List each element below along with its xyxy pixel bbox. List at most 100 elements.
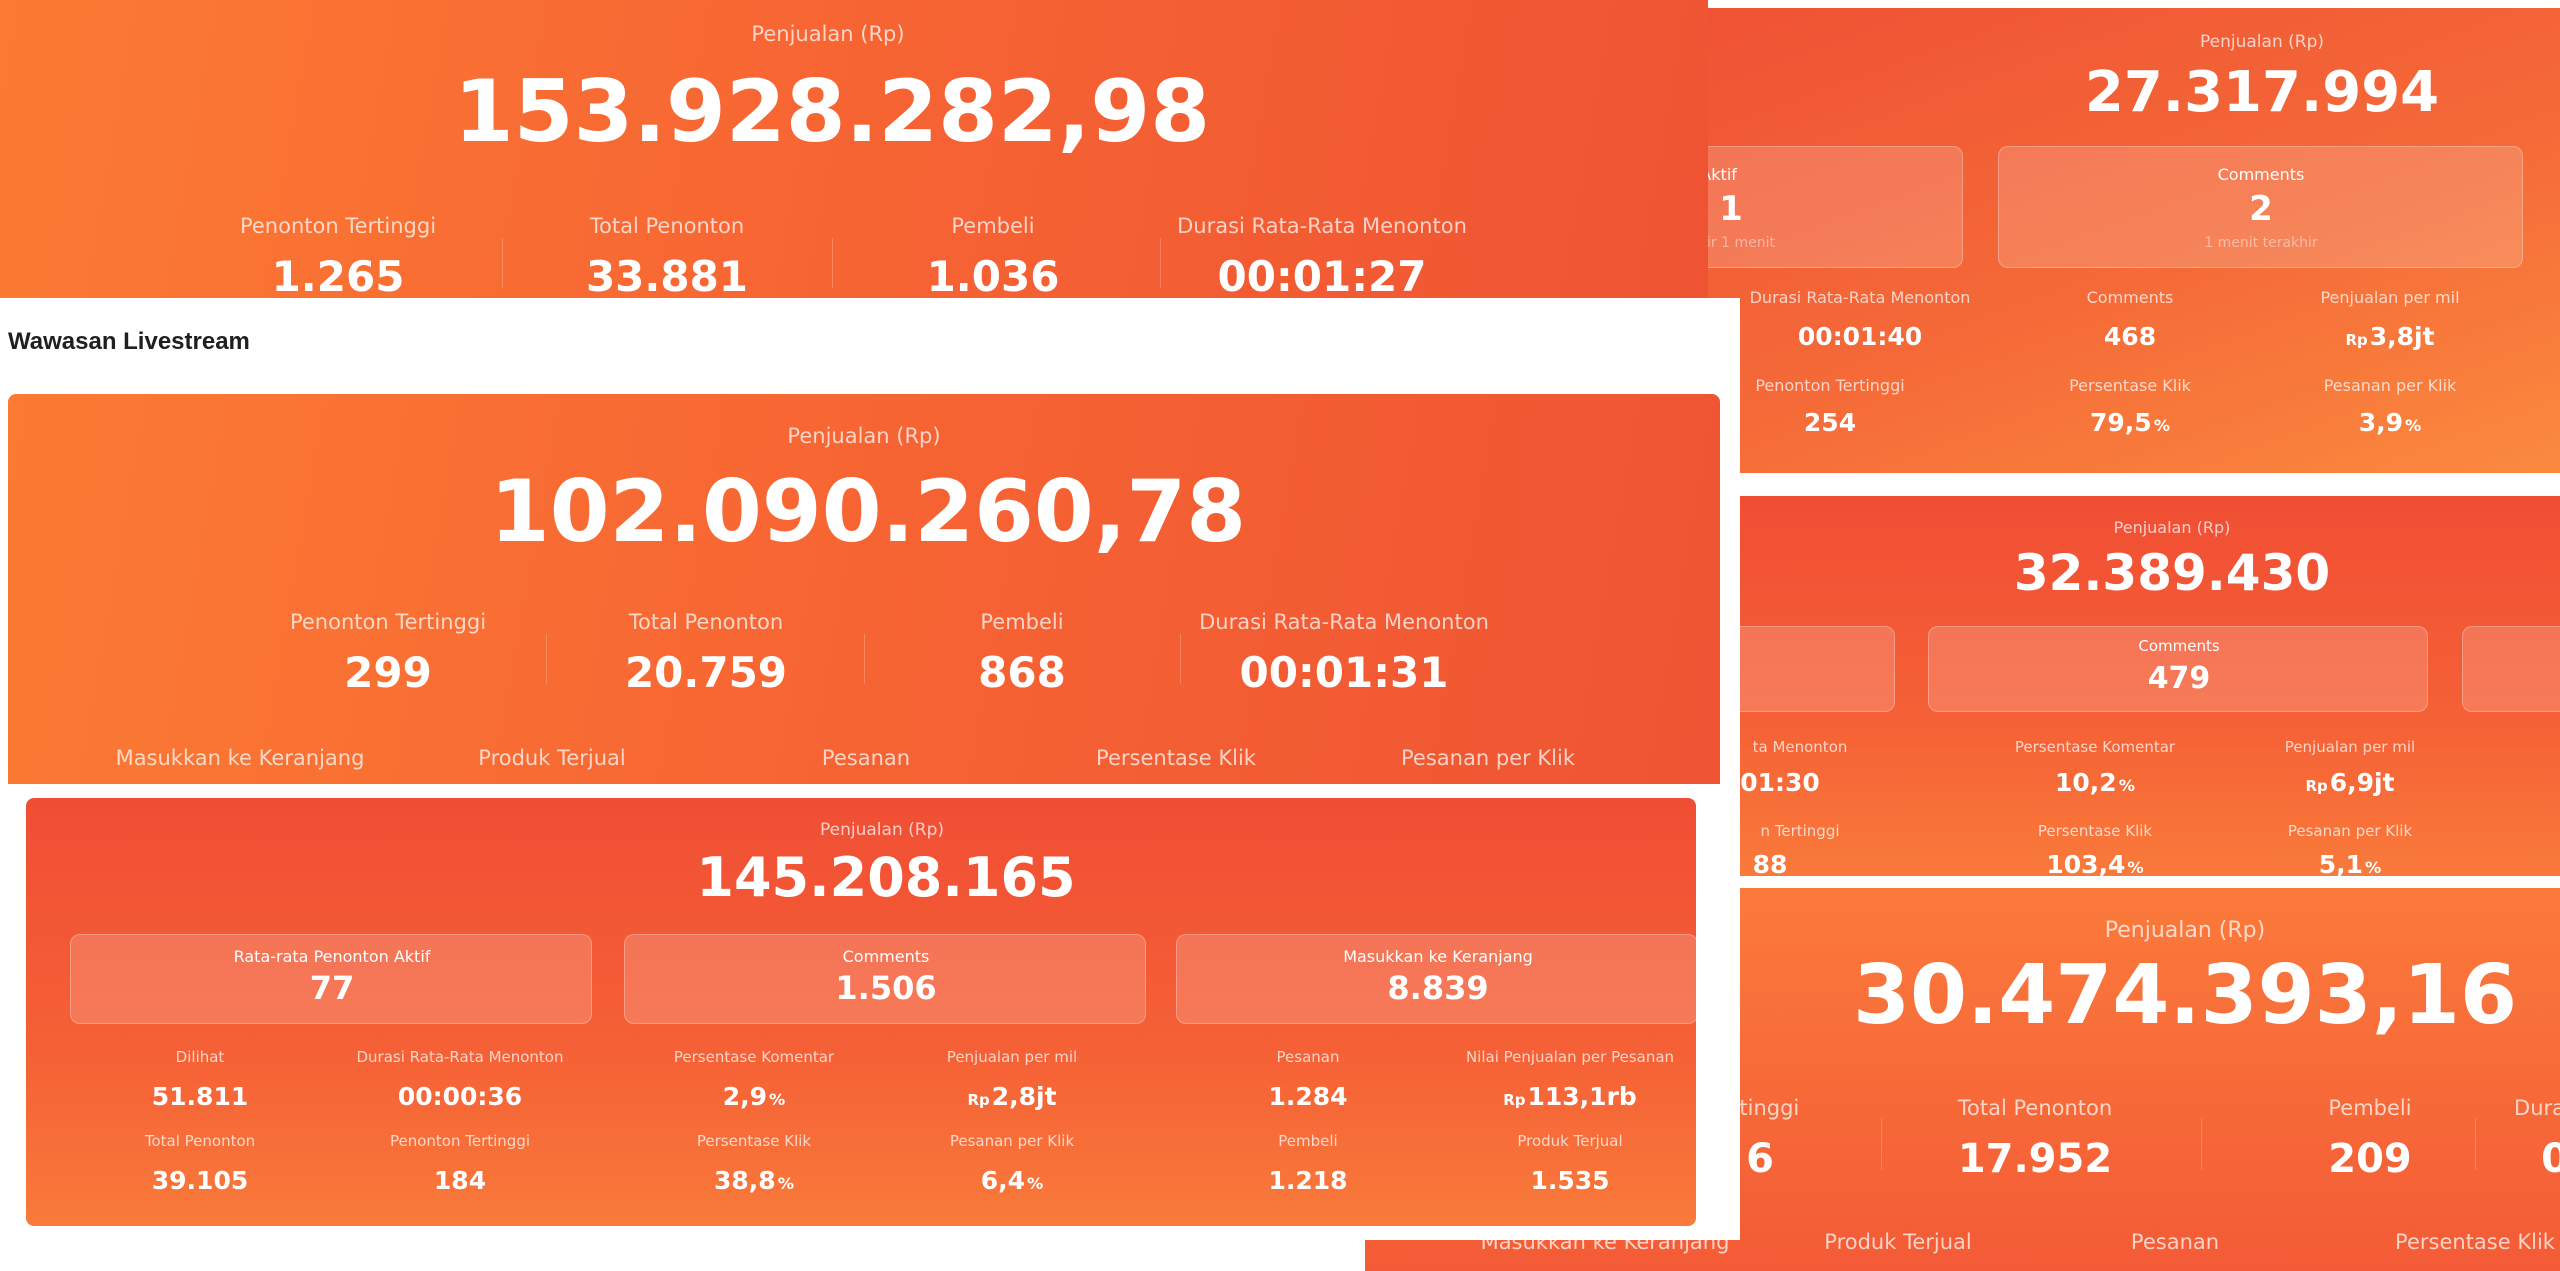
stat-value: 184: [433, 1166, 487, 1195]
stat-card-comments: Comments 1.506: [624, 934, 1146, 1024]
stat-value: 1.036: [926, 252, 1060, 298]
stat-card-value: 8.839: [1387, 969, 1489, 1007]
stats-panel-2: Penjualan (Rp) 102.090.260,78 Penonton T…: [8, 394, 1720, 784]
stat-value: 1.265: [271, 252, 405, 298]
stat-value: 17.952: [1957, 1136, 2113, 1182]
stat-value: 01:30: [1740, 768, 1820, 797]
stat-value: 468: [2103, 322, 2157, 351]
stat-value: 00:01:27: [1217, 252, 1427, 298]
stat-card-label: Comments: [2138, 637, 2220, 655]
stat-label: Pesanan per Klik: [2287, 822, 2413, 840]
unit: %: [769, 1090, 786, 1109]
value-text: 10,2: [2055, 768, 2117, 797]
stat-label: Penonton Tertinggi: [289, 610, 487, 634]
stat-card-comments: Comments 2 1 menit terakhir: [1998, 146, 2523, 268]
stat-label: Nilai Penjualan per Pesanan: [1465, 1048, 1675, 1066]
stat-value: Rp6,9jt: [2305, 768, 2394, 797]
bottom-label: Pesanan: [2130, 1230, 2220, 1254]
sales-label: Penjualan (Rp): [2200, 32, 2324, 52]
stat-value: 209: [2328, 1136, 2412, 1182]
stat-label: Total Penonton: [589, 214, 745, 238]
stat-value: 103,4%: [2046, 850, 2143, 876]
currency-prefix: Rp: [2305, 777, 2328, 795]
stat-card-value: 1: [1719, 189, 1743, 229]
stat-label: Penonton Tertinggi: [389, 1132, 531, 1150]
separator: [832, 238, 833, 288]
stat-label: Pesanan: [1276, 1048, 1340, 1066]
stat-label: Persentase Klik: [2069, 376, 2191, 395]
stat-card-value: 2: [2249, 189, 2273, 229]
bottom-label: Persentase Klik: [2395, 1230, 2555, 1254]
bottom-label: Produk Terjual: [1824, 1230, 1972, 1254]
stat-value: 00:01:40: [1797, 322, 1923, 351]
stat-value: 1.218: [1268, 1166, 1348, 1195]
stats-panel-4: Penjualan (Rp) 27.317.994 n Aktif 1 ir 1…: [1700, 8, 2560, 473]
stat-value: 868: [978, 648, 1066, 697]
stat-card-label: Masukkan ke Keranjang: [1343, 947, 1533, 966]
bottom-label: Persentase Klik: [1096, 746, 1256, 770]
stats-panel-3: Penjualan (Rp) 145.208.165 Rata-rata Pen…: [26, 798, 1696, 1226]
stat-value: 38,8%: [714, 1166, 794, 1195]
stat-value: 3,9%: [2359, 408, 2422, 437]
value-text: 79,5: [2090, 408, 2152, 437]
stat-value: 33.881: [585, 252, 749, 298]
stat-card-label: Comments: [842, 947, 930, 966]
stat-card-value: 1.506: [835, 969, 937, 1007]
sales-value: 153.928.282,98: [453, 62, 1211, 162]
stat-card-subtitle: ir 1 menit: [1707, 235, 1775, 251]
stats-panel-1: Penjualan (Rp) 153.928.282,98 Penonton T…: [0, 0, 1708, 298]
sales-value: 32.389.430: [2013, 544, 2331, 602]
stat-label: Total Penonton: [1957, 1096, 2113, 1120]
stat-label: Pembeli: [980, 610, 1064, 634]
stat-label: Durasi Rata-Rata Menonton: [356, 1048, 564, 1066]
stat-card-active-viewers: n Aktif 1 ir 1 menit: [1700, 146, 1963, 268]
sales-label: Penjualan (Rp): [2113, 518, 2231, 537]
unit: %: [777, 1174, 794, 1193]
stat-value: 1.535: [1530, 1166, 1610, 1195]
unit: %: [1027, 1174, 1044, 1193]
stat-label: Pembeli: [2328, 1096, 2412, 1120]
unit: %: [2153, 416, 2170, 435]
stat-card-value: 77: [309, 969, 355, 1007]
sales-value: 27.317.994: [2084, 60, 2440, 125]
stat-label: Penjualan per mil: [2284, 738, 2416, 756]
stat-card-label: n Aktif: [1700, 165, 1737, 184]
stat-value: 51.811: [151, 1082, 249, 1111]
sales-value: 30.474.393,16: [1852, 948, 2518, 1043]
separator: [2475, 1118, 2476, 1170]
currency-prefix: Rp: [2345, 331, 2368, 349]
stat-card-value: 479: [2147, 661, 2211, 696]
stat-label: rtinggi: [1730, 1096, 1800, 1120]
stat-label: Penonton Tertinggi: [1755, 376, 1905, 395]
stat-label: Penonton Tertinggi: [239, 214, 437, 238]
stat-value: 39.105: [151, 1166, 249, 1195]
stats-panel-5: Penjualan (Rp) 32.389.430 Comments 479 t…: [1700, 496, 2560, 876]
section-title: Wawasan Livestream: [8, 328, 250, 355]
stat-label: Total Penonton: [144, 1132, 256, 1150]
stat-value: 0: [2541, 1136, 2560, 1182]
stat-label: Pembeli: [1278, 1132, 1338, 1150]
value-text: 2,8jt: [991, 1082, 1057, 1111]
value-text: 2,9: [722, 1082, 767, 1111]
stat-value: 6,4%: [981, 1166, 1044, 1195]
sales-value: 102.090.260,78: [489, 462, 1247, 562]
stat-label: Pembeli: [951, 214, 1035, 238]
stat-value: 00:00:36: [397, 1082, 523, 1111]
stat-card-add-to-cart: Masukkan ke Keranjang 8.839: [1176, 934, 1696, 1024]
stat-label: Comments: [2086, 288, 2174, 307]
stat-label: Persentase Komentar: [2014, 738, 2176, 756]
separator: [502, 238, 503, 288]
sales-label: Penjualan (Rp): [820, 820, 944, 840]
separator: [1881, 1118, 1882, 1170]
stat-value: Rp2,8jt: [967, 1082, 1056, 1111]
stat-value: 20.759: [624, 648, 788, 697]
stat-label: Total Penonton: [628, 610, 784, 634]
bottom-label: Pesanan per Klik: [1401, 746, 1575, 770]
stat-label: Persentase Komentar: [673, 1048, 835, 1066]
value-text: 113,1rb: [1527, 1082, 1637, 1111]
stat-label: Duras: [2514, 1096, 2560, 1120]
stat-label: Dilihat: [175, 1048, 225, 1066]
stat-value: Rp3,8jt: [2345, 322, 2434, 351]
stat-label: ta Menonton: [1752, 738, 1848, 756]
stat-label: Persentase Klik: [2037, 822, 2153, 840]
